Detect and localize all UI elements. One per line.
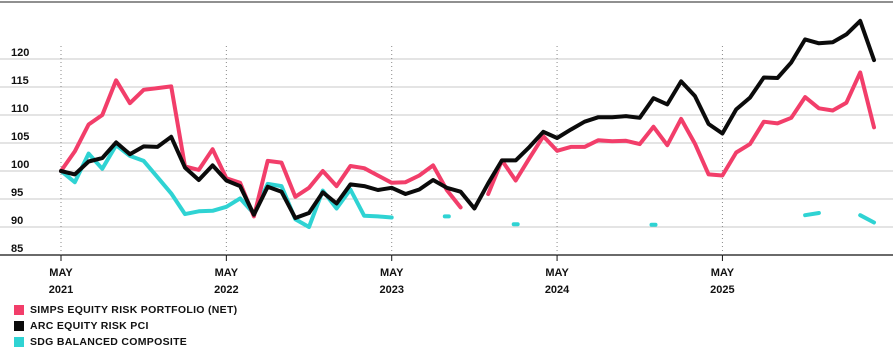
legend-swatch-sdg: [14, 337, 24, 347]
legend-item-arc: ARC EQUITY RISK PCI: [14, 319, 237, 333]
y-tick-label: 110: [11, 103, 29, 115]
legend-label-sdg: SDG BALANCED COMPOSITE: [30, 336, 188, 348]
x-tick-month: MAY: [380, 267, 404, 279]
y-tick-label: 115: [11, 75, 29, 87]
legend-swatch-arc: [14, 321, 24, 331]
series-line-2: [803, 211, 821, 218]
series-lines: [59, 18, 876, 229]
y-axis-ticks: 85 90 95 100 105 110 115 120: [11, 47, 29, 255]
series-line-1: [59, 18, 876, 220]
legend-swatch-simps: [14, 305, 24, 315]
x-tick-year: 2025: [710, 284, 734, 296]
legend-label-simps: SIMPS EQUITY RISK PORTFOLIO (NET): [30, 304, 238, 316]
x-tick-month: MAY: [49, 267, 73, 279]
chart-legend: SIMPS EQUITY RISK PORTFOLIO (NET) ARC EQ…: [14, 303, 237, 351]
x-tick-year: 2023: [379, 284, 403, 296]
series-line-0: [486, 70, 876, 196]
y-tick-label: 90: [11, 215, 23, 227]
x-axis-ticks: MAY 2021 MAY 2022 MAY 2023 MAY 2024 MAY 2025: [49, 267, 735, 296]
x-tick-month: MAY: [711, 267, 735, 279]
legend-item-simps: SIMPS EQUITY RISK PORTFOLIO (NET): [14, 303, 237, 317]
x-tick-month: MAY: [215, 267, 239, 279]
y-tick-label: 120: [11, 47, 29, 59]
series-line-2: [858, 213, 876, 225]
y-tick-label: 105: [11, 131, 29, 143]
legend-item-sdg: SDG BALANCED COMPOSITE: [14, 335, 237, 349]
x-tick-year: 2021: [49, 284, 73, 296]
y-tick-label: 85: [11, 243, 23, 255]
series-line-0: [59, 78, 463, 219]
x-tick-year: 2022: [214, 284, 238, 296]
y-tick-label: 95: [11, 187, 23, 199]
y-tick-label: 100: [11, 159, 29, 171]
x-tick-month: MAY: [545, 267, 569, 279]
legend-label-arc: ARC EQUITY RISK PCI: [30, 320, 149, 332]
x-tick-year: 2024: [545, 284, 570, 296]
